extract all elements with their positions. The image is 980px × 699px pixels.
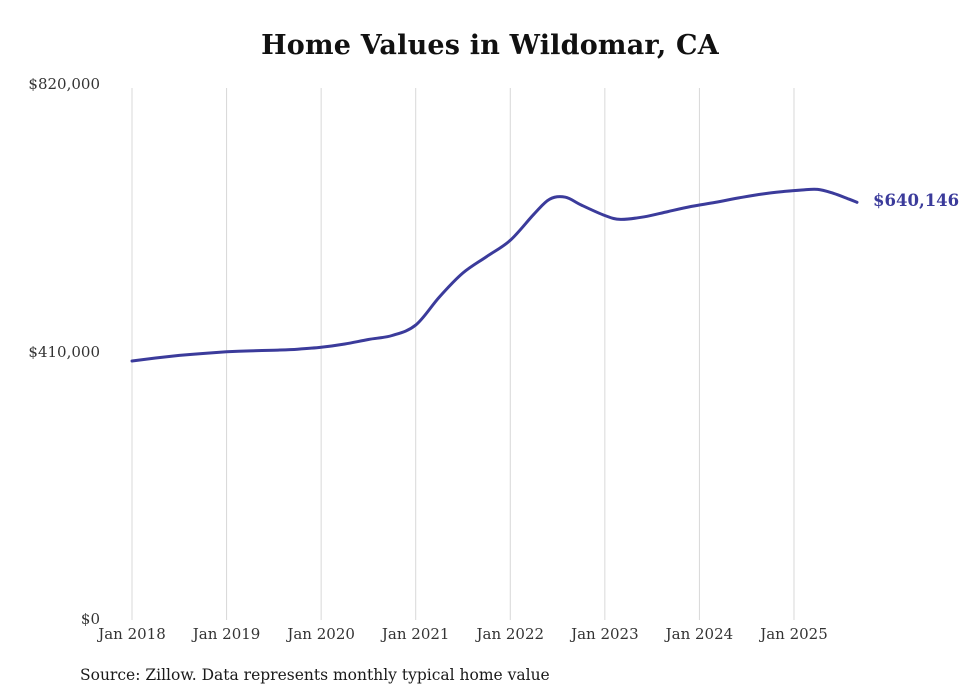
y-tick-label: $820,000 [28,75,100,93]
gridlines [131,88,795,620]
x-tick-label: Jan 2021 [381,625,450,643]
chart-title: Home Values in Wildomar, CA [261,30,719,61]
x-tick-label: Jan 2018 [98,625,166,643]
source-note: Source: Zillow. Data represents monthly … [80,666,550,684]
x-tick-label: Jan 2022 [476,625,545,643]
latest-value-label: $640,146 [873,191,960,211]
y-tick-label: $0 [80,610,100,628]
home-value-line-series [130,187,859,363]
x-tick-label: Jan 2025 [760,625,828,643]
y-tick-label: $410,000 [28,342,100,361]
x-tick-label: Jan 2019 [192,625,261,643]
x-tick-label: Jan 2024 [665,625,734,643]
x-tick-label: Jan 2020 [287,625,355,643]
x-tick-label: Jan 2023 [571,625,639,643]
